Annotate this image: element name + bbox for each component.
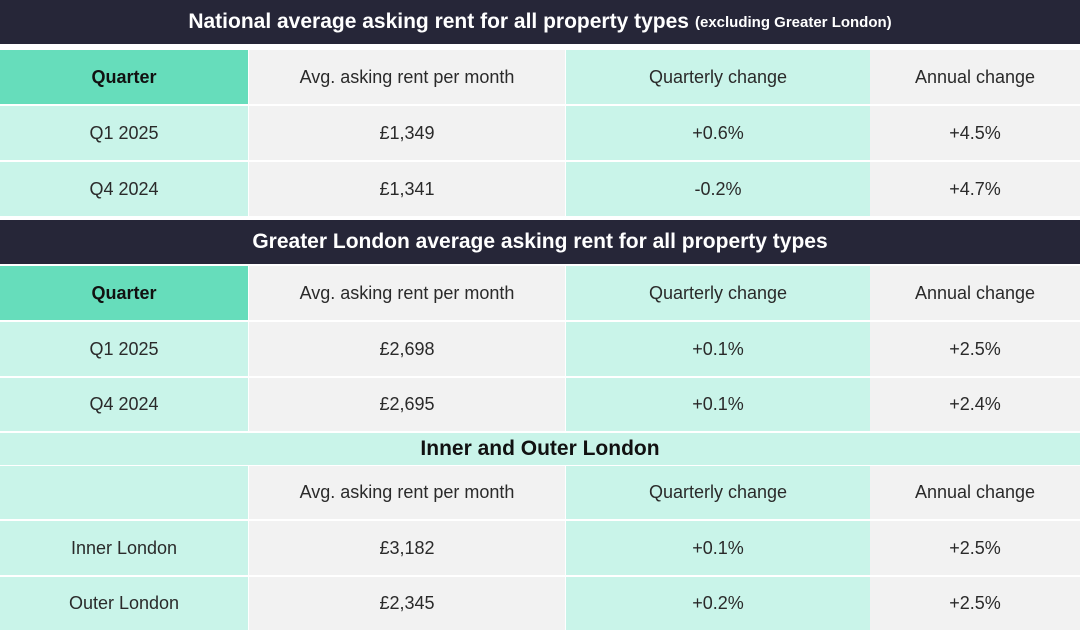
inner-outer-header-quarterly: Quarterly change bbox=[566, 466, 870, 519]
greater-london-header-annual: Annual change bbox=[870, 266, 1080, 320]
rent-cell: £2,695 bbox=[249, 378, 565, 431]
annual-change-cell: +4.5% bbox=[870, 106, 1080, 160]
inner-outer-table-title: Inner and Outer London bbox=[0, 433, 1080, 465]
national-header-row: Quarter Avg. asking rent per month Quart… bbox=[0, 50, 1080, 104]
table-row: Inner London £3,182 +0.1% +2.5% bbox=[0, 521, 1080, 575]
national-header-quarterly: Quarterly change bbox=[566, 50, 870, 104]
table-row: Q1 2025 £1,349 +0.6% +4.5% bbox=[0, 106, 1080, 160]
annual-change-cell: +4.7% bbox=[870, 162, 1080, 216]
rent-cell: £1,341 bbox=[249, 162, 565, 216]
table-row: Q4 2024 £2,695 +0.1% +2.4% bbox=[0, 378, 1080, 431]
quarterly-change-cell: +0.1% bbox=[566, 521, 870, 575]
greater-london-header-row: Quarter Avg. asking rent per month Quart… bbox=[0, 266, 1080, 320]
national-title-suffix: (excluding Greater London) bbox=[694, 13, 892, 31]
inner-outer-header-row: Avg. asking rent per month Quarterly cha… bbox=[0, 466, 1080, 519]
rent-cell: £3,182 bbox=[249, 521, 565, 575]
greater-london-header-rent: Avg. asking rent per month bbox=[249, 266, 565, 320]
quarter-cell: Q1 2025 bbox=[0, 106, 248, 160]
national-header-quarter: Quarter bbox=[0, 50, 248, 104]
quarter-cell: Q4 2024 bbox=[0, 162, 248, 216]
greater-london-header-quarterly: Quarterly change bbox=[566, 266, 870, 320]
table-row: Q4 2024 £1,341 -0.2% +4.7% bbox=[0, 162, 1080, 216]
annual-change-cell: +2.5% bbox=[870, 322, 1080, 376]
annual-change-cell: +2.4% bbox=[870, 378, 1080, 431]
annual-change-cell: +2.5% bbox=[870, 521, 1080, 575]
quarterly-change-cell: +0.2% bbox=[566, 577, 870, 630]
rent-cell: £2,698 bbox=[249, 322, 565, 376]
greater-london-header-quarter: Quarter bbox=[0, 266, 248, 320]
table-row: Outer London £2,345 +0.2% +2.5% bbox=[0, 577, 1080, 630]
quarter-cell: Q4 2024 bbox=[0, 378, 248, 431]
rent-cell: £2,345 bbox=[249, 577, 565, 630]
quarter-cell: Q1 2025 bbox=[0, 322, 248, 376]
national-header-annual: Annual change bbox=[870, 50, 1080, 104]
inner-outer-title-text: Inner and Outer London bbox=[420, 437, 660, 460]
area-cell: Inner London bbox=[0, 521, 248, 575]
greater-london-title-text: Greater London average asking rent for a… bbox=[252, 230, 828, 253]
quarterly-change-cell: +0.1% bbox=[566, 322, 870, 376]
national-table-title: National average asking rent for all pro… bbox=[0, 0, 1080, 44]
rent-cell: £1,349 bbox=[249, 106, 565, 160]
annual-change-cell: +2.5% bbox=[870, 577, 1080, 630]
inner-outer-header-rent: Avg. asking rent per month bbox=[249, 466, 565, 519]
inner-outer-header-blank bbox=[0, 466, 248, 519]
inner-outer-header-annual: Annual change bbox=[870, 466, 1080, 519]
area-cell: Outer London bbox=[0, 577, 248, 630]
national-title-text: National average asking rent for all pro… bbox=[188, 10, 689, 33]
table-row: Q1 2025 £2,698 +0.1% +2.5% bbox=[0, 322, 1080, 376]
national-header-rent: Avg. asking rent per month bbox=[249, 50, 565, 104]
quarterly-change-cell: -0.2% bbox=[566, 162, 870, 216]
quarterly-change-cell: +0.1% bbox=[566, 378, 870, 431]
quarterly-change-cell: +0.6% bbox=[566, 106, 870, 160]
greater-london-table-title: Greater London average asking rent for a… bbox=[0, 220, 1080, 264]
